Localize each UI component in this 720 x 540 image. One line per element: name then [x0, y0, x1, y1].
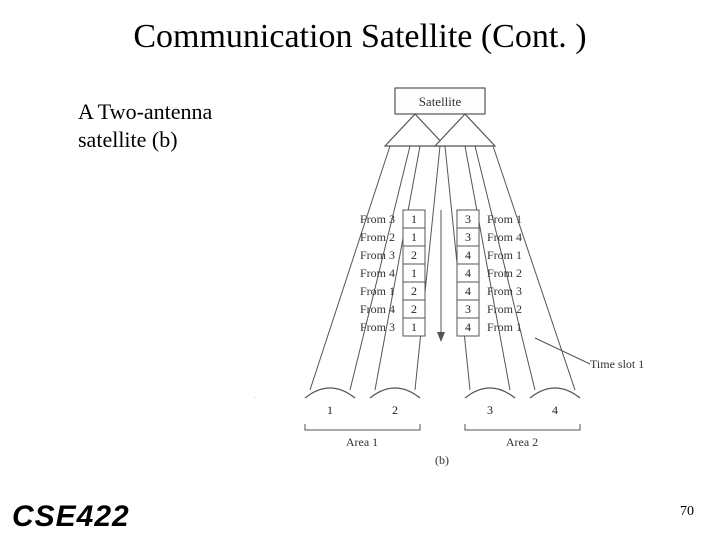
area2-bracket — [465, 424, 580, 430]
station-4-label: 4 — [552, 403, 558, 417]
slide: Communication Satellite (Cont. ) A Two-a… — [0, 0, 720, 540]
page-number: 70 — [680, 504, 694, 520]
right-from: From 1 — [487, 320, 522, 334]
timeslot-label: Time slot 1 — [590, 357, 644, 371]
course-code: CSE422 — [12, 500, 130, 534]
right-dest: 4 — [465, 266, 471, 280]
right-dest: 3 — [465, 212, 471, 226]
left-dest: 1 — [411, 212, 417, 226]
left-slot-column: 1 From 3 1 From 2 2 From 3 1 From 4 2 From 1 2 From… — [360, 210, 425, 336]
center-arrow-head — [437, 332, 445, 342]
right-dest: 4 — [465, 284, 471, 298]
area2-label: Area 2 — [506, 435, 538, 449]
left-from: From 3 — [360, 248, 395, 262]
ground-stations — [305, 388, 580, 398]
caption-line-1: A Two-antenna — [78, 99, 212, 124]
left-dest: 1 — [411, 320, 417, 334]
left-dest: 2 — [411, 248, 417, 262]
antenna-right-icon — [435, 114, 495, 146]
left-dest: 2 — [411, 284, 417, 298]
right-dest: 4 — [465, 248, 471, 262]
right-from: From 1 — [487, 212, 522, 226]
right-from: From 2 — [487, 302, 522, 316]
right-from: From 4 — [487, 230, 522, 244]
page-title: Communication Satellite (Cont. ) — [0, 18, 720, 56]
left-from: From 3 — [360, 212, 395, 226]
left-from: From 4 — [360, 302, 395, 316]
right-slot-column: 3 From 1 3 From 4 4 From 1 4 From 2 4 From 3 3 From… — [457, 210, 522, 336]
beam-lines — [310, 146, 575, 390]
figure-caption: A Two-antenna satellite (b) — [78, 98, 212, 153]
left-from: From 4 — [360, 266, 395, 280]
station-1-label: 1 — [327, 403, 333, 417]
left-from: From 3 — [360, 320, 395, 334]
timeslot-pointer — [535, 338, 590, 364]
ground-label-1: Ground — [255, 387, 256, 401]
station-3-label: 3 — [487, 403, 493, 417]
station-2-label: 2 — [392, 403, 398, 417]
right-dest: 3 — [465, 302, 471, 316]
left-from: From 1 — [360, 284, 395, 298]
caption-line-2: satellite (b) — [78, 127, 178, 152]
satellite-label: Satellite — [419, 94, 462, 109]
area1-bracket — [305, 424, 420, 430]
antenna-left-icon — [385, 114, 445, 146]
area1-label: Area 1 — [346, 435, 378, 449]
right-dest: 3 — [465, 230, 471, 244]
subfig-label: (b) — [435, 453, 449, 467]
right-from: From 3 — [487, 284, 522, 298]
left-dest: 1 — [411, 230, 417, 244]
satellite-diagram: Satellite 1 2 3 4 — [255, 80, 685, 480]
left-from: From 2 — [360, 230, 395, 244]
left-dest: 1 — [411, 266, 417, 280]
right-dest: 4 — [465, 320, 471, 334]
right-from: From 1 — [487, 248, 522, 262]
left-dest: 2 — [411, 302, 417, 316]
right-from: From 2 — [487, 266, 522, 280]
